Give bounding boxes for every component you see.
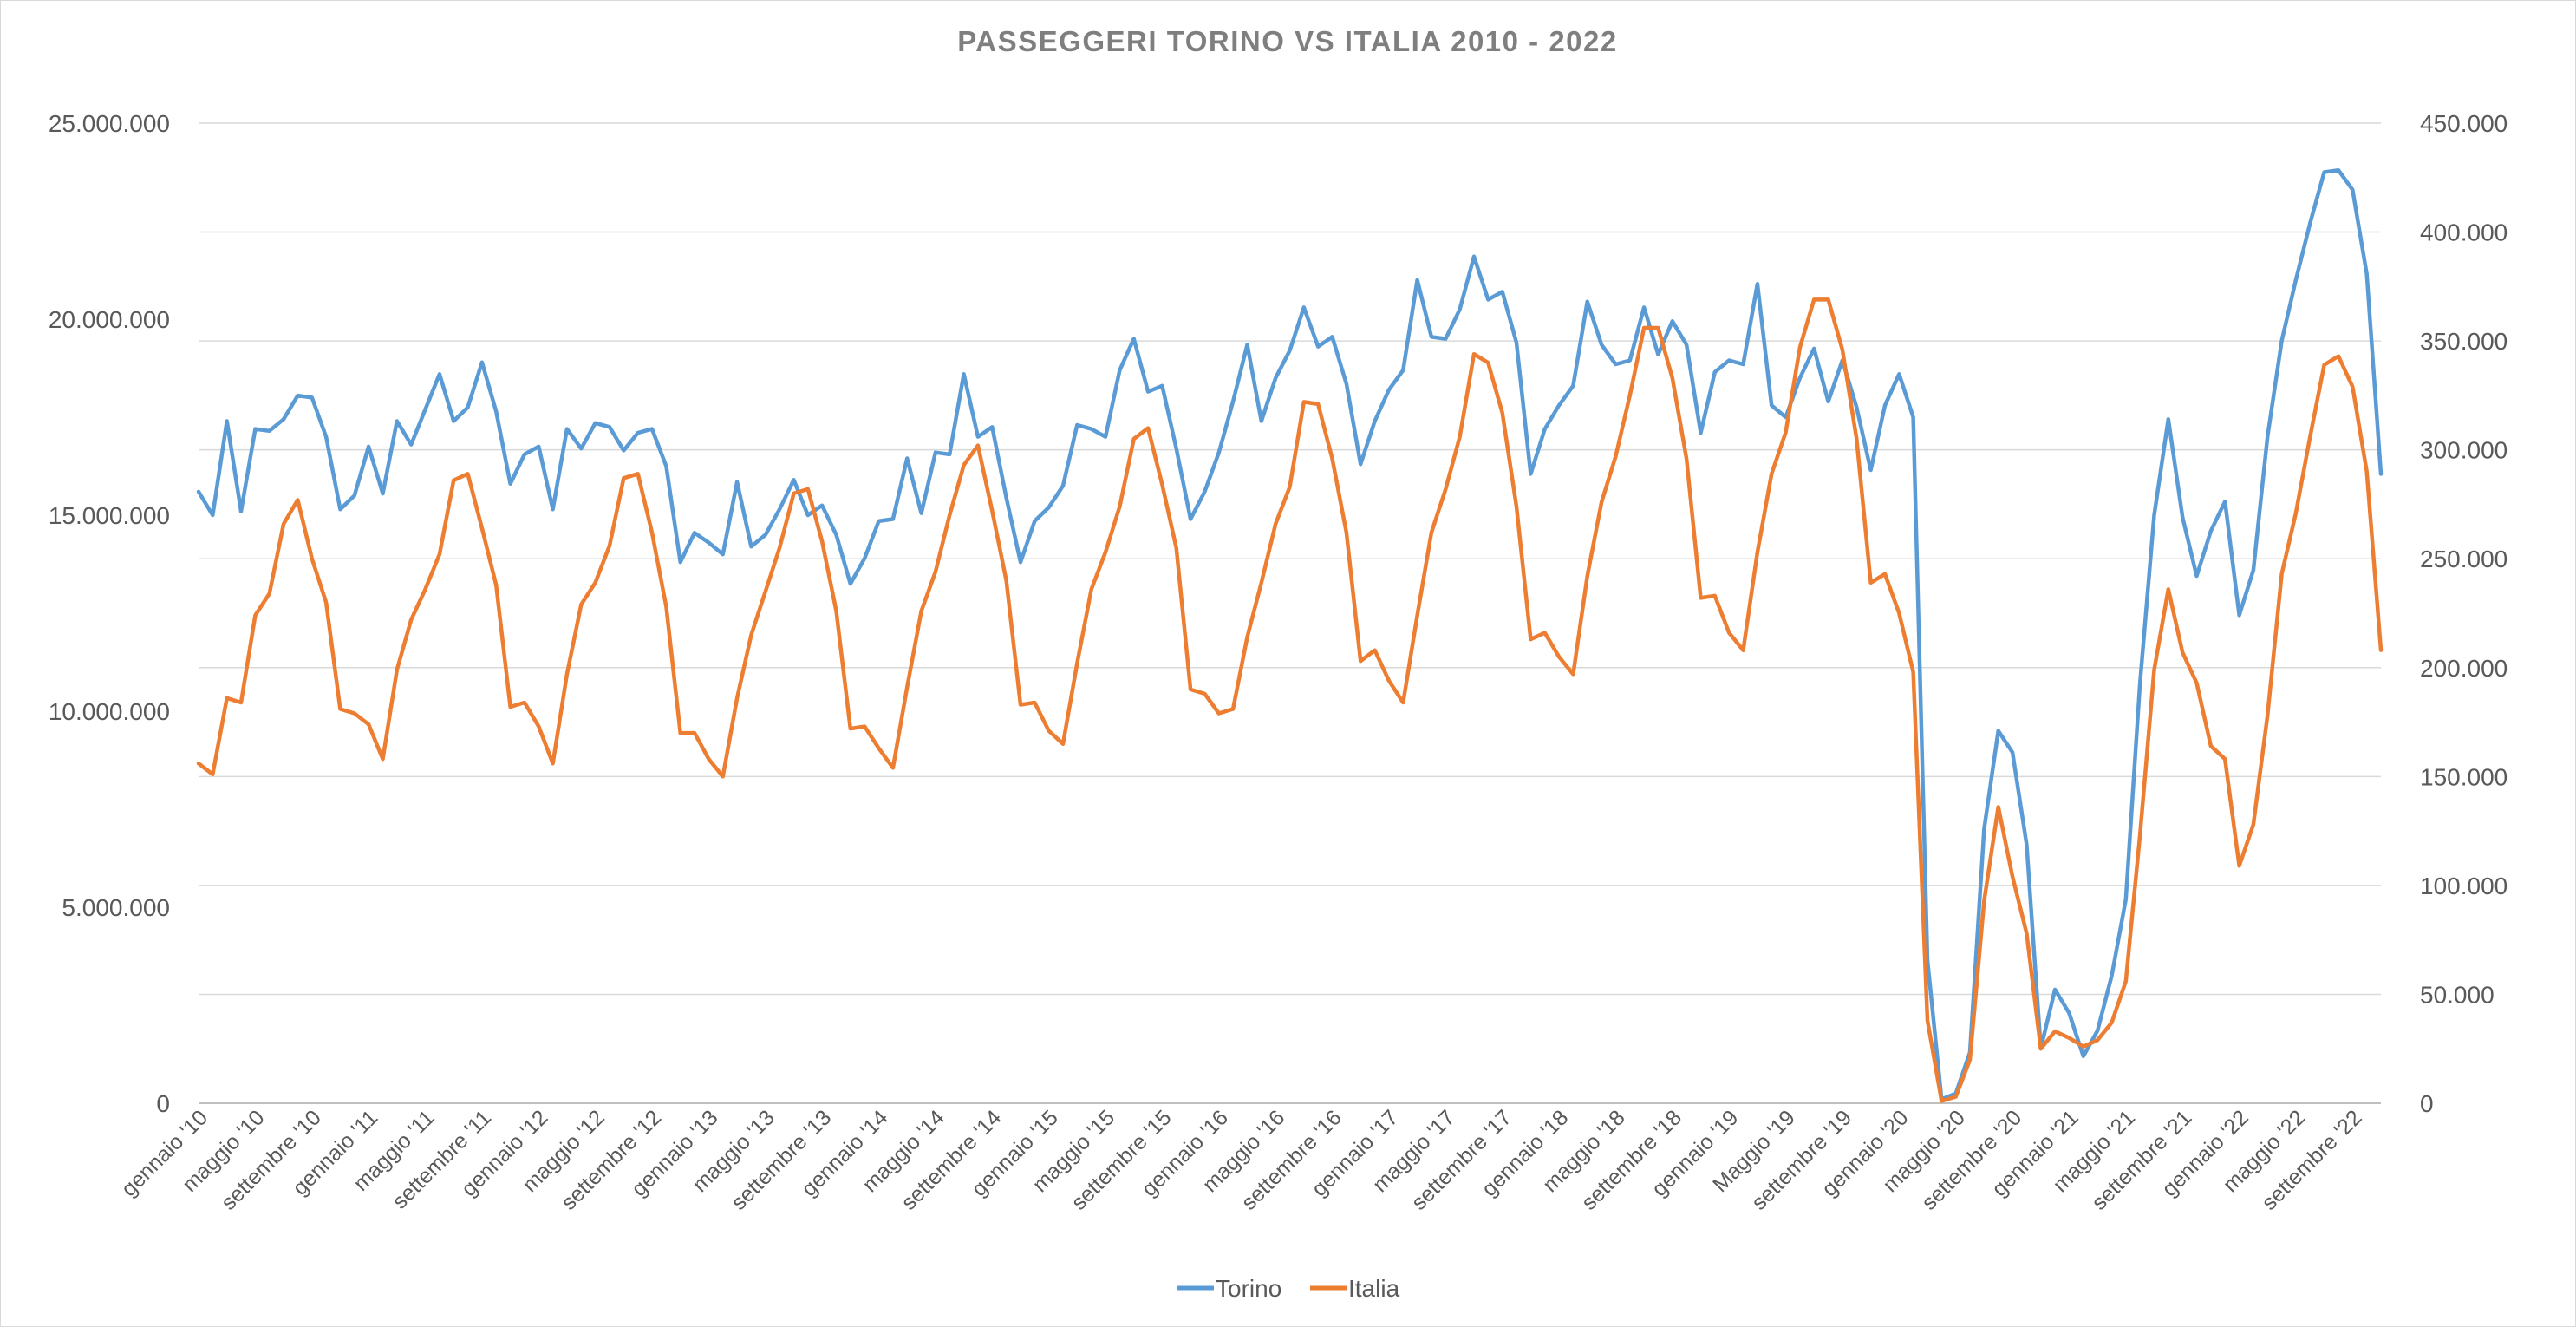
chart-title: PASSEGGERI TORINO VS ITALIA 2010 - 2022 [957, 25, 1618, 57]
right-y-tick-label: 300.000 [2420, 437, 2508, 464]
series-line-torino [196, 167, 2384, 1101]
left-y-tick-label: 10.000.000 [49, 698, 170, 725]
right-y-tick-label: 350.000 [2420, 328, 2508, 355]
legend: Torino Italia [1177, 1275, 1400, 1302]
right-y-tick-label: 100.000 [2420, 873, 2508, 899]
left-y-axis: 0 5.000.000 10.000.000 15.000.000 20.000.000… [49, 110, 170, 1117]
legend-label-torino: Torino [1216, 1275, 1281, 1302]
right-y-tick-label: 400.000 [2420, 219, 2508, 246]
left-y-tick-label: 0 [156, 1090, 170, 1117]
right-y-axis: 0 50.000 100.000 150.000 200.000 250.000 300.0… [2420, 110, 2508, 1117]
series-line-italia [196, 297, 2384, 1103]
left-y-tick-label: 20.000.000 [49, 306, 170, 333]
left-y-tick-label: 25.000.000 [49, 110, 170, 137]
right-y-tick-label: 150.000 [2420, 763, 2508, 790]
gridlines [199, 122, 2381, 1104]
right-y-tick-label: 200.000 [2420, 655, 2508, 682]
left-y-tick-label: 5.000.000 [62, 894, 170, 921]
right-y-tick-label: 50.000 [2420, 981, 2494, 1008]
x-tick-label: settembre '11 [388, 1105, 496, 1213]
right-y-tick-label: 250.000 [2420, 546, 2508, 572]
series-lines [196, 167, 2384, 1103]
right-y-tick-label: 450.000 [2420, 110, 2508, 137]
left-y-tick-label: 15.000.000 [49, 502, 170, 529]
legend-label-italia: Italia [1348, 1275, 1400, 1302]
x-tick-label: settembre '22 [2257, 1105, 2366, 1214]
right-y-tick-label: 0 [2420, 1090, 2434, 1117]
